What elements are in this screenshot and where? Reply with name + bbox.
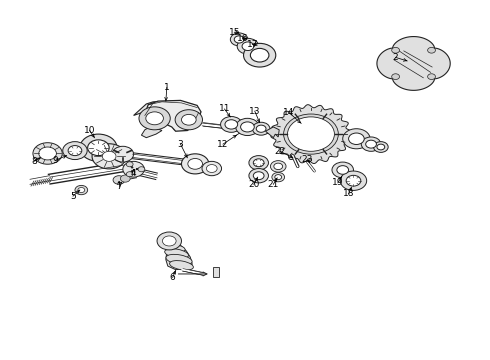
- Circle shape: [126, 172, 133, 177]
- Circle shape: [284, 114, 338, 154]
- Circle shape: [392, 48, 399, 53]
- Circle shape: [202, 161, 221, 176]
- Circle shape: [236, 118, 259, 135]
- Text: 13: 13: [249, 107, 261, 116]
- Circle shape: [230, 33, 248, 46]
- Circle shape: [175, 110, 202, 130]
- Text: 8: 8: [31, 157, 37, 166]
- Circle shape: [78, 188, 85, 193]
- Text: 19: 19: [332, 178, 343, 187]
- Circle shape: [332, 162, 353, 178]
- Circle shape: [253, 172, 264, 180]
- Circle shape: [249, 156, 269, 170]
- Text: 15: 15: [228, 28, 240, 37]
- Circle shape: [348, 133, 364, 144]
- Circle shape: [272, 172, 285, 182]
- Circle shape: [181, 154, 209, 174]
- Circle shape: [428, 48, 436, 53]
- Ellipse shape: [166, 244, 185, 252]
- Circle shape: [33, 143, 62, 164]
- Circle shape: [340, 171, 367, 190]
- Text: 16: 16: [237, 34, 248, 43]
- Circle shape: [337, 166, 348, 174]
- Circle shape: [162, 236, 176, 246]
- Text: 1: 1: [164, 83, 170, 92]
- Circle shape: [63, 141, 87, 159]
- Text: 17: 17: [246, 40, 258, 49]
- Circle shape: [146, 112, 163, 125]
- Circle shape: [112, 146, 134, 162]
- Circle shape: [39, 147, 56, 160]
- Text: 14: 14: [283, 108, 294, 117]
- Circle shape: [126, 162, 133, 167]
- Text: 22: 22: [274, 147, 286, 156]
- Polygon shape: [377, 37, 450, 90]
- Circle shape: [366, 140, 376, 148]
- Circle shape: [206, 165, 217, 172]
- Text: 4: 4: [131, 169, 136, 178]
- Circle shape: [253, 159, 264, 167]
- Circle shape: [80, 134, 117, 161]
- Circle shape: [237, 39, 259, 54]
- Text: 18: 18: [343, 189, 354, 198]
- Polygon shape: [143, 100, 201, 131]
- Text: 21: 21: [268, 180, 279, 189]
- Circle shape: [225, 120, 238, 129]
- Text: 23: 23: [302, 155, 313, 164]
- Circle shape: [274, 163, 283, 170]
- Circle shape: [234, 36, 244, 43]
- Circle shape: [250, 48, 269, 62]
- Polygon shape: [266, 127, 279, 138]
- Circle shape: [256, 125, 266, 132]
- Polygon shape: [271, 105, 351, 163]
- Circle shape: [392, 74, 399, 80]
- Circle shape: [113, 176, 125, 184]
- Ellipse shape: [170, 261, 194, 270]
- Circle shape: [123, 161, 145, 177]
- Circle shape: [121, 175, 130, 182]
- Polygon shape: [134, 101, 200, 130]
- Text: 6: 6: [170, 273, 175, 282]
- Circle shape: [139, 107, 170, 130]
- Text: 9: 9: [52, 156, 58, 165]
- Text: 7: 7: [116, 182, 122, 191]
- Circle shape: [249, 168, 269, 183]
- Text: 5: 5: [70, 192, 76, 201]
- Circle shape: [188, 158, 202, 169]
- Circle shape: [270, 161, 286, 172]
- Circle shape: [68, 145, 82, 156]
- Circle shape: [343, 129, 370, 149]
- Circle shape: [241, 122, 254, 132]
- Circle shape: [252, 122, 270, 135]
- Circle shape: [288, 117, 334, 151]
- Circle shape: [242, 42, 254, 50]
- Polygon shape: [142, 126, 162, 138]
- Polygon shape: [166, 244, 192, 270]
- Circle shape: [92, 144, 126, 169]
- Circle shape: [88, 140, 109, 156]
- Circle shape: [244, 43, 276, 67]
- Circle shape: [157, 232, 181, 250]
- Circle shape: [275, 175, 282, 180]
- Circle shape: [428, 74, 436, 80]
- Bar: [213, 267, 219, 277]
- Circle shape: [181, 114, 196, 125]
- Text: 10: 10: [84, 126, 96, 135]
- Circle shape: [373, 141, 388, 152]
- Circle shape: [220, 117, 242, 132]
- Circle shape: [361, 137, 381, 151]
- Text: 20: 20: [248, 180, 260, 189]
- Ellipse shape: [165, 249, 189, 258]
- Circle shape: [75, 185, 88, 195]
- Circle shape: [346, 175, 361, 186]
- Text: 2: 2: [392, 53, 398, 62]
- Ellipse shape: [166, 255, 192, 265]
- Text: 11: 11: [219, 104, 230, 113]
- Text: 12: 12: [218, 140, 229, 149]
- Text: 3: 3: [178, 140, 183, 149]
- Circle shape: [138, 167, 145, 172]
- Circle shape: [377, 144, 385, 150]
- Circle shape: [102, 151, 116, 161]
